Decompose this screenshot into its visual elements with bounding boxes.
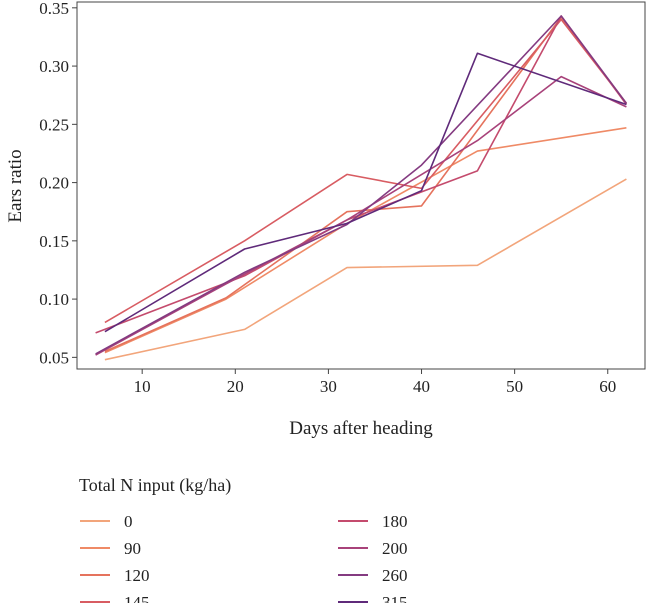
series-line-315 (104, 52, 627, 333)
y-tick-label: 0.25 (39, 115, 69, 134)
x-tick-label: 50 (506, 377, 523, 396)
y-axis-ticks: 0.05 0.10 0.15 0.20 0.25 0.30 0.35 (39, 0, 77, 367)
legend-label-315: 315 (382, 593, 408, 603)
legend-label-200: 200 (382, 539, 408, 558)
legend-label-145: 145 (124, 593, 150, 603)
legend-label-90: 90 (124, 539, 141, 558)
legend-label-120: 120 (124, 566, 150, 585)
legend-label-0: 0 (124, 512, 133, 531)
legend-label-260: 260 (382, 566, 408, 585)
x-tick-label: 60 (599, 377, 616, 396)
x-axis-title: Days after heading (289, 418, 433, 439)
series-line-145 (104, 18, 628, 324)
y-tick-label: 0.10 (39, 290, 69, 309)
series-line-90 (104, 127, 627, 354)
series-line-120 (104, 16, 628, 353)
legend-title: Total N input (kg/ha) (79, 475, 231, 496)
y-axis-title: Ears ratio (5, 149, 26, 222)
series-lines (95, 15, 628, 361)
series-line-200 (95, 75, 627, 356)
y-tick-label: 0.30 (39, 57, 69, 76)
x-axis-ticks: 10 20 30 40 50 60 (134, 369, 616, 396)
y-tick-label: 0.20 (39, 174, 69, 193)
y-tick-label: 0.35 (39, 0, 69, 18)
plot-frame (76, 1, 646, 370)
series-line-180 (95, 15, 628, 334)
series-line-0 (104, 178, 627, 361)
x-tick-label: 40 (413, 377, 430, 396)
x-tick-label: 30 (320, 377, 337, 396)
y-tick-label: 0.05 (39, 348, 69, 367)
x-tick-label: 10 (134, 377, 151, 396)
y-tick-label: 0.15 (39, 232, 69, 251)
x-tick-label: 20 (227, 377, 244, 396)
legend-label-180: 180 (382, 512, 408, 531)
series-line-260 (95, 15, 628, 355)
legend: 0 90 120 145 180 200 260 315 (80, 512, 408, 603)
